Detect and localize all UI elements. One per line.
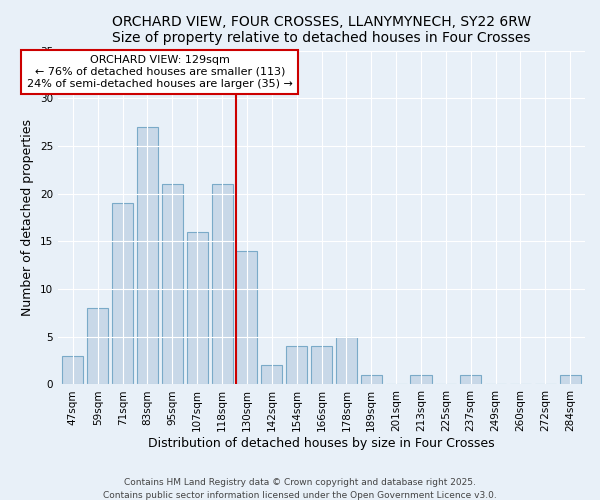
- Text: ORCHARD VIEW: 129sqm
← 76% of detached houses are smaller (113)
24% of semi-deta: ORCHARD VIEW: 129sqm ← 76% of detached h…: [27, 56, 293, 88]
- Bar: [560, 375, 581, 384]
- Bar: [410, 375, 431, 384]
- Text: Contains HM Land Registry data © Crown copyright and database right 2025.
Contai: Contains HM Land Registry data © Crown c…: [103, 478, 497, 500]
- Bar: [187, 232, 208, 384]
- Bar: [236, 251, 257, 384]
- Y-axis label: Number of detached properties: Number of detached properties: [22, 119, 34, 316]
- Bar: [460, 375, 481, 384]
- Bar: [336, 337, 357, 384]
- Bar: [62, 356, 83, 384]
- Title: ORCHARD VIEW, FOUR CROSSES, LLANYMYNECH, SY22 6RW
Size of property relative to d: ORCHARD VIEW, FOUR CROSSES, LLANYMYNECH,…: [112, 15, 531, 45]
- Bar: [311, 346, 332, 385]
- Bar: [87, 308, 109, 384]
- Bar: [112, 203, 133, 384]
- Bar: [137, 127, 158, 384]
- Bar: [361, 375, 382, 384]
- Bar: [261, 366, 283, 384]
- Bar: [286, 346, 307, 385]
- Bar: [212, 184, 233, 384]
- Bar: [162, 184, 183, 384]
- X-axis label: Distribution of detached houses by size in Four Crosses: Distribution of detached houses by size …: [148, 437, 495, 450]
